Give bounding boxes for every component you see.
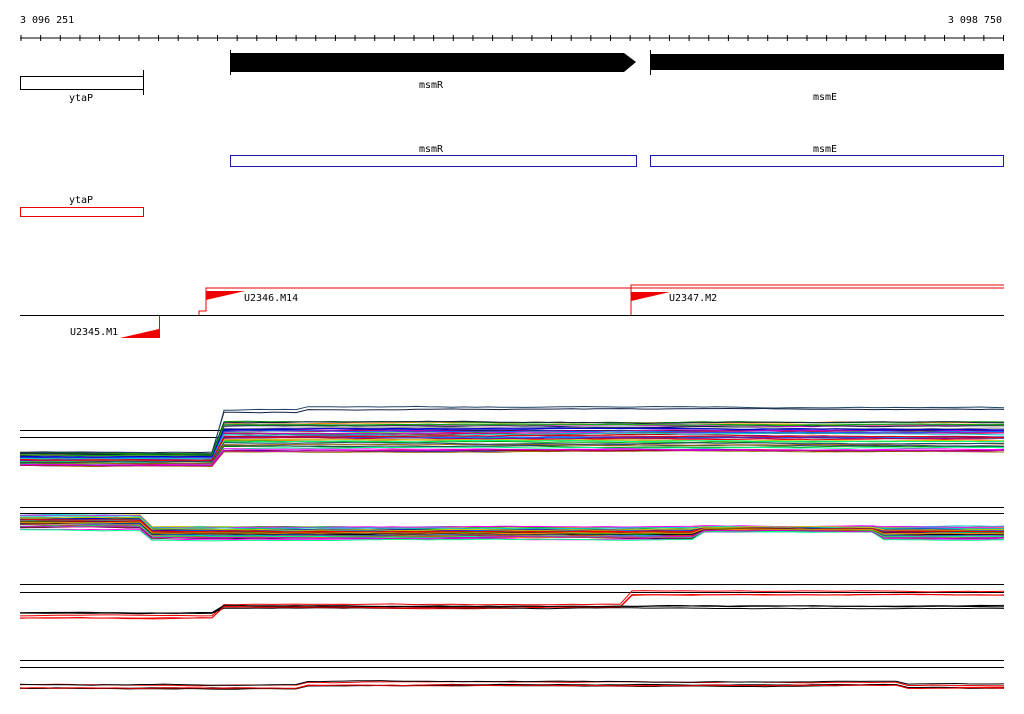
expression-trace (19, 423, 1005, 456)
expression-trace (19, 680, 1005, 687)
expression-trace (19, 442, 1005, 465)
cds-label: msmR (419, 144, 444, 155)
gene-label: ytaP (69, 93, 93, 104)
gene-arrow (650, 54, 1004, 70)
cds-label: msmE (813, 144, 837, 155)
cds-box (650, 155, 1004, 167)
tu-flag (631, 292, 670, 301)
expression-trace (19, 680, 1005, 686)
ruler-start: 3 096 251 (20, 15, 74, 26)
expression-trace (19, 441, 1005, 463)
gene-label: msmR (419, 80, 444, 91)
expression-trace (20, 516, 1004, 531)
tu-line (630, 284, 1004, 315)
expression-trace (19, 526, 1005, 539)
expression-trace (19, 434, 1005, 461)
ruler-end: 3 098 750 (948, 15, 1002, 26)
tu-flag (120, 329, 159, 338)
cds-box (230, 155, 637, 167)
gene-box (20, 76, 144, 90)
expression-panels (19, 405, 1005, 690)
expression-trace (19, 514, 1005, 529)
expression-trace (19, 590, 1005, 617)
ruler-ticks (20, 35, 1004, 41)
expression-trace (19, 407, 1005, 454)
expression-trace (19, 430, 1005, 459)
operon-box (20, 207, 144, 217)
tu-label: U2345.M1 (70, 327, 118, 338)
expression-trace (19, 432, 1005, 460)
expression-trace (20, 604, 1005, 615)
tu-line (198, 287, 1004, 315)
expression-trace (19, 446, 1005, 466)
gene-arrow (230, 53, 636, 72)
expression-trace (19, 450, 1004, 468)
expression-trace (19, 684, 1005, 690)
operon-label: ytaP (69, 195, 93, 206)
gene-label: msmE (813, 92, 837, 103)
expression-trace (19, 427, 1004, 458)
expression-trace (19, 521, 1005, 535)
tu-flag (206, 291, 245, 300)
expression-trace (19, 448, 1005, 467)
tu-label: U2346.M14 (244, 293, 298, 304)
tu-label: U2347.M2 (669, 293, 717, 304)
